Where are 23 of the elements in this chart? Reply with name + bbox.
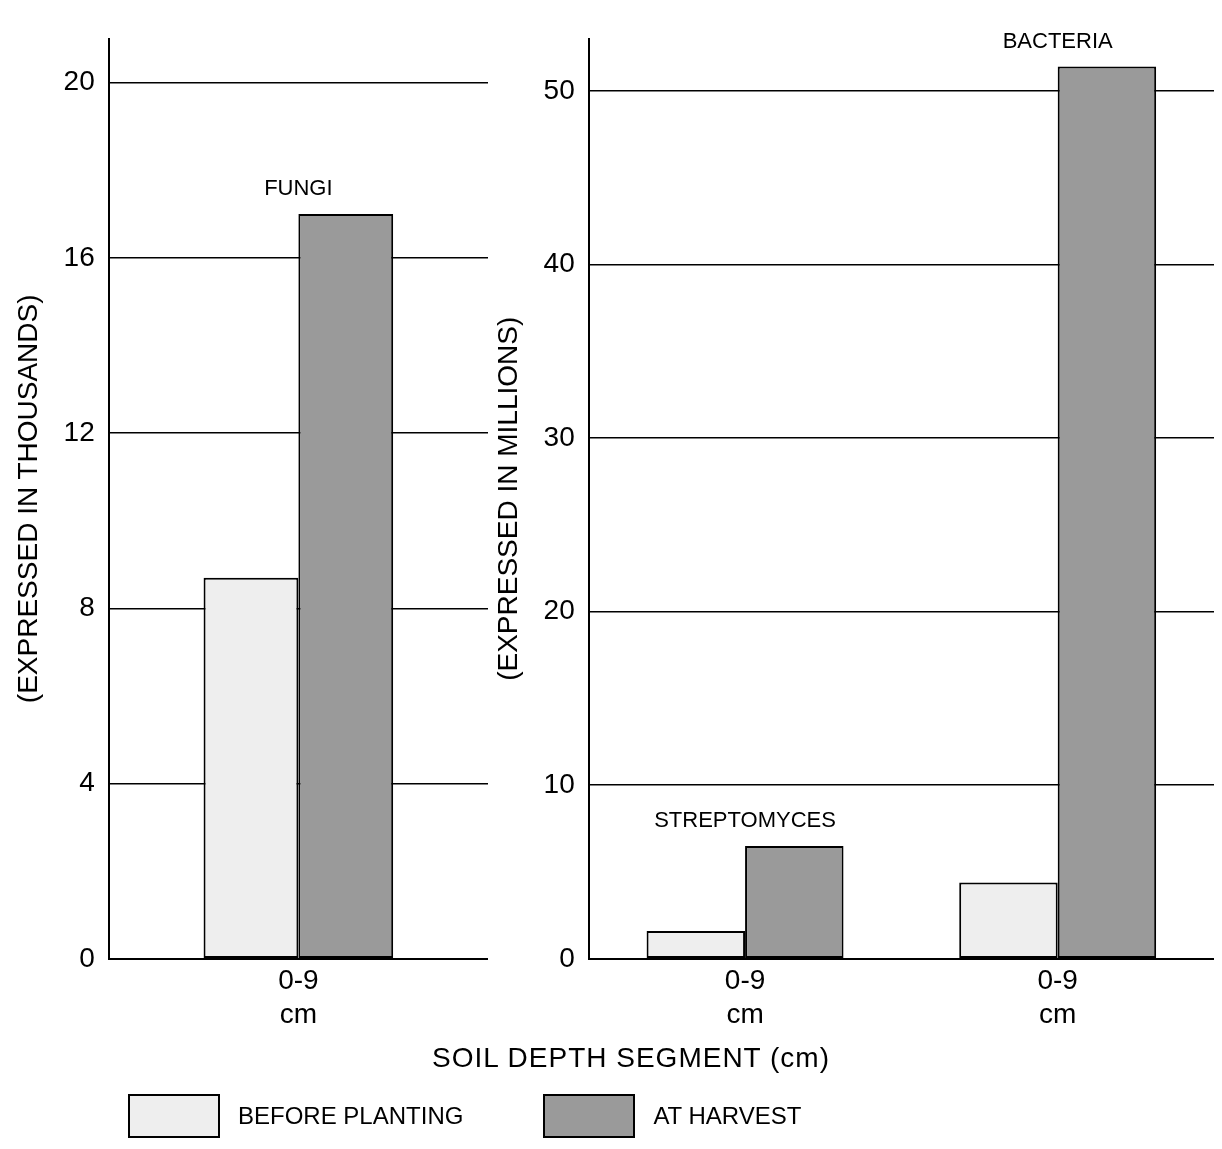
y-tick-label: 0 [559,941,575,973]
y-tick-label: 20 [63,65,95,97]
y-axis-title: (EXPRESSED IN THOUSANDS) [11,294,43,704]
y-tick-label: 30 [543,420,575,452]
y-tick-label: 10 [543,767,575,799]
x-tick-label: 0-9 cm [278,964,319,1029]
legend-label: AT HARVEST [653,1102,802,1130]
y-tick-label: 0 [79,941,95,973]
y-tick-label: 4 [79,766,95,798]
x-axis-title: SOIL DEPTH SEGMENT (cm) [431,1042,831,1074]
y-axis-title: (EXPRESSED IN MILLIONS) [491,316,523,681]
y-tick-label: 8 [79,591,95,623]
annotation: STREPTOMYCES [654,807,836,833]
annotation: FUNGI [264,175,333,201]
y-tick-label: 40 [543,247,575,279]
y-tick-label: 20 [543,594,575,626]
y-tick-label: 50 [543,73,575,105]
annotation: BACTERIA [1002,27,1114,53]
y-tick-label: 12 [63,415,95,447]
x-tick-label: 0-9 cm [724,964,766,1029]
y-tick-label: 16 [63,240,95,272]
legend-label: BEFORE PLANTING [238,1102,464,1130]
x-tick-label: 0-9 cm [1037,964,1078,1029]
